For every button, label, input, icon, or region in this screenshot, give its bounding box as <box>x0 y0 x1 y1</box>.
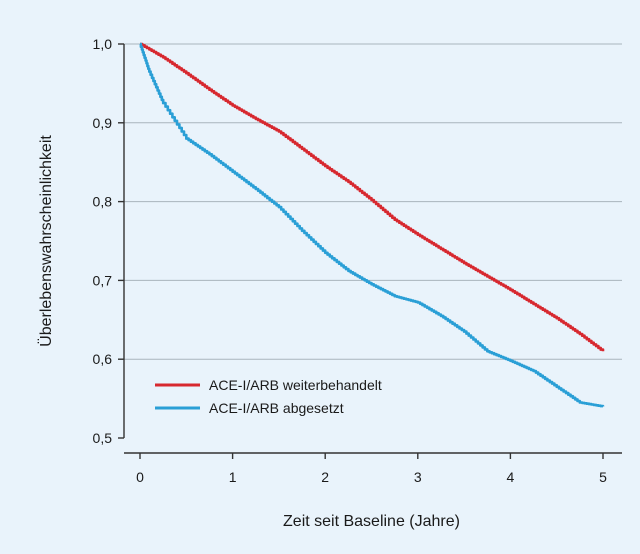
x-tick-label-0: 0 <box>136 469 144 485</box>
x-tick-label-5: 5 <box>599 469 607 485</box>
series-line-1 <box>139 42 605 408</box>
y-tick-label-5: 1,0 <box>93 36 113 52</box>
legend-label-0: ACE-I/ARB weiterbehandelt <box>209 377 382 393</box>
x-tick-label-2: 2 <box>321 469 329 485</box>
x-tick-label-3: 3 <box>414 469 422 485</box>
x-tick-label-4: 4 <box>507 469 515 485</box>
x-tick-label-1: 1 <box>229 469 237 485</box>
y-tick-label-3: 0,8 <box>93 194 113 210</box>
y-tick-label-2: 0,7 <box>93 272 113 288</box>
y-tick-label-0: 0,5 <box>93 430 113 446</box>
y-tick-label-1: 0,6 <box>93 351 113 367</box>
series-line-0 <box>140 42 605 352</box>
y-axis-label: Überlebenswahrscheinlichkeit <box>37 135 55 347</box>
legend-label-1: ACE-I/ARB abgesetzt <box>209 400 344 416</box>
x-axis-label: Zeit seit Baseline (Jahre) <box>283 513 460 530</box>
y-tick-label-4: 0,9 <box>93 115 113 131</box>
ticks-layer: 0,5 0,6 0,7 0,8 0,9 1,0 0 1 2 3 4 5 <box>93 36 608 485</box>
axes-layer <box>123 44 622 454</box>
legend: ACE-I/ARB weiterbehandelt ACE-I/ARB abges… <box>155 377 382 416</box>
series-layer <box>139 42 605 408</box>
